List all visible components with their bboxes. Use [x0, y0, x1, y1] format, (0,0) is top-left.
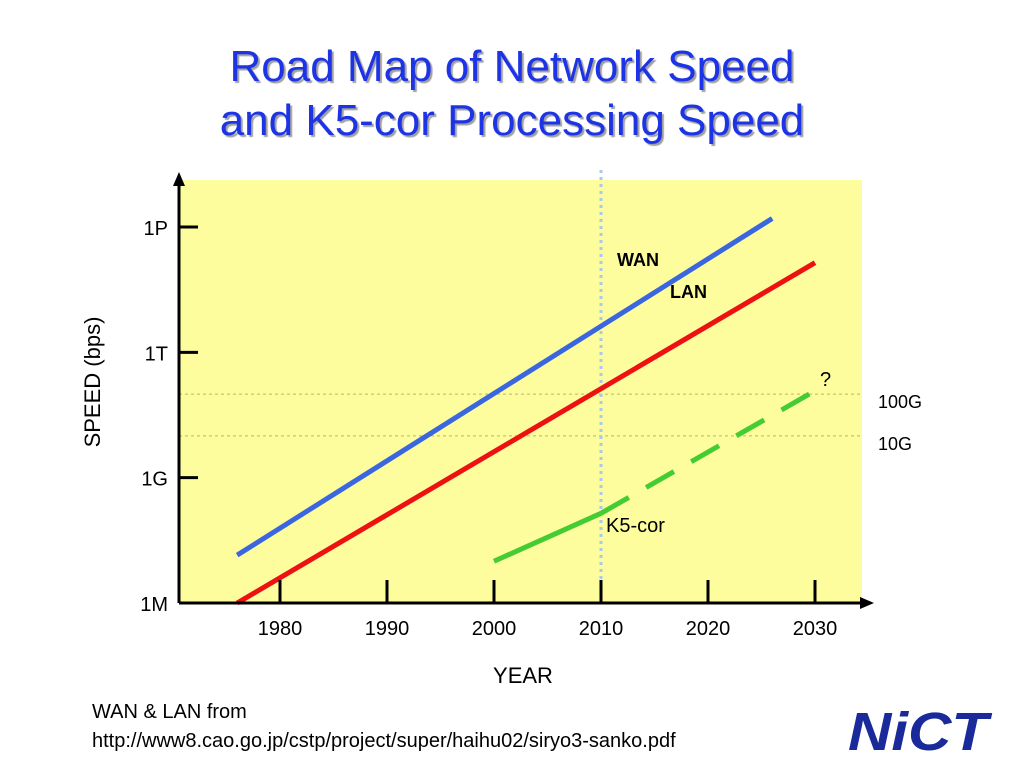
reference-label-10G: 10G — [878, 434, 912, 454]
series-line-wan — [235, 216, 774, 558]
y-axis-arrow — [173, 172, 185, 186]
series-line-k5-cor-projection — [599, 388, 817, 516]
y-axis-title: SPEED (bps) — [80, 317, 105, 448]
title-line-1: Road Map of Network Speed — [229, 42, 795, 91]
annotation-: ? — [820, 369, 831, 391]
y-tick-label-1M: 1M — [140, 594, 168, 616]
x-tick-label-2020: 2020 — [686, 618, 731, 640]
annotation-k5cor: K5-cor — [606, 515, 665, 537]
reference-label-100G: 100G — [878, 392, 922, 412]
x-tick-label-2000: 2000 — [472, 618, 517, 640]
x-tick-label-1980: 1980 — [258, 618, 303, 640]
x-tick-label-2010: 2010 — [579, 618, 624, 640]
x-tick-label-1990: 1990 — [365, 618, 410, 640]
slide-title: Road Map of Network Speed and K5-cor Pro… — [0, 40, 1024, 148]
y-tick-label-1P: 1P — [144, 218, 168, 240]
x-axis-title: YEAR — [493, 663, 553, 688]
y-tick-label-1G: 1G — [141, 469, 168, 491]
logo-text: NiCT — [848, 702, 992, 760]
series-line-k5-cor — [492, 511, 603, 564]
annotation-wan: WAN — [617, 250, 659, 270]
footnote-line-1: WAN & LAN from — [92, 701, 247, 723]
x-tick-label-2030: 2030 — [793, 618, 838, 640]
annotation-lan: LAN — [670, 282, 707, 302]
x-axis-arrow — [860, 597, 874, 609]
source-footnote: WAN & LAN from http://www8.cao.go.jp/cst… — [92, 698, 676, 756]
footnote-url: http://www8.cao.go.jp/cstp/project/super… — [92, 730, 676, 752]
y-tick-label-1T: 1T — [145, 343, 168, 365]
nict-logo: NiCT — [848, 702, 992, 760]
series-line-lan — [235, 260, 817, 606]
title-line-2: and K5-cor Processing Speed — [219, 96, 805, 145]
plot-area — [179, 180, 862, 603]
